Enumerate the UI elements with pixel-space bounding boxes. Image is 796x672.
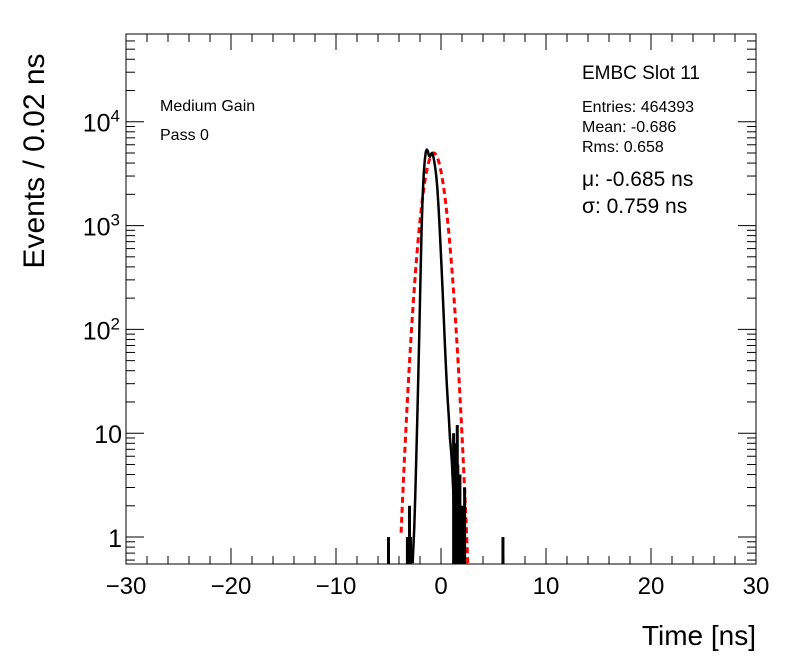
stat-entries: Entries: 464393 bbox=[582, 99, 695, 116]
label-pass: Pass 0 bbox=[160, 127, 209, 144]
fit-curve-group bbox=[399, 151, 470, 565]
fit-curve bbox=[399, 151, 470, 565]
x-tick-label: −30 bbox=[106, 573, 147, 600]
x-axis-label: Time [ns] bbox=[641, 620, 756, 651]
label-gain: Medium Gain bbox=[160, 98, 256, 115]
y-tick-label: 1 bbox=[108, 525, 122, 553]
x-tick-label: −10 bbox=[316, 573, 357, 600]
fit-sigma: σ: 0.759 ns bbox=[582, 195, 688, 218]
histogram-group bbox=[387, 148, 505, 564]
y-axis-label: Events / 0.02 ns bbox=[18, 53, 51, 269]
x-tick-label: 20 bbox=[638, 573, 665, 600]
x-tick-label: 30 bbox=[743, 573, 770, 600]
x-tick-label: 0 bbox=[434, 573, 447, 600]
x-tick-label: −20 bbox=[211, 573, 252, 600]
y-axis-label-wrap: Events / 0.02 ns bbox=[18, 0, 51, 672]
histogram-line bbox=[411, 148, 458, 564]
y-tick-label: 103 bbox=[83, 211, 120, 242]
stat-rms: Rms: 0.658 bbox=[582, 139, 664, 156]
axis-ticks bbox=[125, 33, 757, 564]
stat-mean: Mean: -0.686 bbox=[582, 119, 677, 136]
y-tick-label: 102 bbox=[83, 314, 120, 345]
fit-mu: μ: -0.685 ns bbox=[582, 168, 694, 191]
x-tick-label: 10 bbox=[533, 573, 560, 600]
y-tick-label: 10 bbox=[94, 421, 122, 449]
axis-tick-labels: −30 −20 −10 0 10 20 30 1 10 102 103 104 bbox=[83, 107, 770, 600]
y-tick-label: 104 bbox=[83, 107, 120, 138]
chart-title: EMBC Slot 11 bbox=[582, 63, 700, 84]
